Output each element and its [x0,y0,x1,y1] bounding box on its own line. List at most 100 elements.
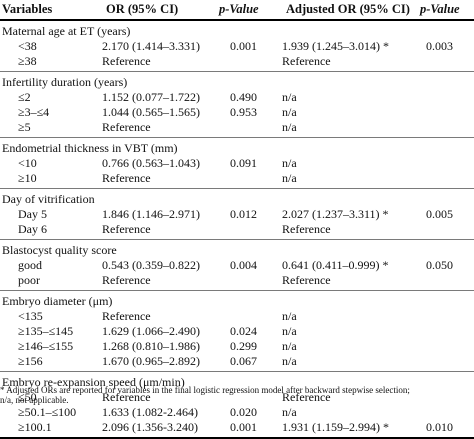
cell-variable: <10 [18,156,37,170]
group-title: Embryo re-expansion speed (μm/min) [0,375,474,390]
table-row: ≥156 1.670 (0.965–2.892) 0.067 n/a [0,354,474,369]
table-row: Day 6 Reference Reference [0,222,474,237]
table-row: Day 5 1.846 (1.146–2.971) 0.012 2.027 (1.23… [0,207,474,222]
cell-p-value: 0.067 [230,354,257,368]
cell-adjusted-or: 2.027 (1.237–3.311) * [282,207,389,221]
cell-or: 1.044 (0.565–1.565) [102,105,200,119]
footnote-line-2: n/a, not applicable. [0,395,69,405]
cell-adjusted-p-value: 0.003 [426,39,453,53]
cell-adjusted-or: Reference [282,273,331,287]
header-variables: Variables [2,2,53,16]
table-row: ≥146–≤155 1.268 (0.810–1.986) 0.299 n/a [0,339,474,354]
cell-adjusted-or: n/a [282,156,297,170]
cell-variable: Day 6 [18,222,47,236]
group-divider [0,188,474,189]
cell-adjusted-or: n/a [282,171,297,185]
table-row: ≥50.1–≤100 1.633 (1.082-2.464) 0.020 n/a [0,405,474,420]
table-row: <135 Reference n/a [0,309,474,324]
group-title: Blastocyst quality score [0,243,474,258]
cell-p-value: 0.020 [230,405,257,419]
cell-variable: ≥38 [18,54,37,68]
cell-or: 1.152 (0.077–1.722) [102,90,200,104]
cell-p-value: 0.001 [230,420,257,434]
cell-p-value: 0.299 [230,339,257,353]
cell-adjusted-p-value: 0.050 [426,258,453,272]
cell-or: 1.846 (1.146–2.971) [102,207,200,221]
cell-adjusted-or: n/a [282,120,297,134]
group-divider [0,137,474,138]
cell-or: 1.670 (0.965–2.892) [102,354,200,368]
cell-or: 2.170 (1.414–3.331) [102,39,200,53]
cell-adjusted-or: 0.641 (0.411–0.999) * [282,258,389,272]
footnote-line-1: * Adjusted ORs are reported for variable… [0,385,410,395]
cell-variable: good [18,258,42,272]
cell-p-value: 0.004 [230,258,257,272]
cell-variable: ≥5 [18,120,31,134]
cell-or: Reference [102,171,151,185]
cell-or: Reference [102,222,151,236]
cell-p-value: 0.091 [230,156,257,170]
cell-or: 1.629 (1.066–2.490) [102,324,200,338]
cell-adjusted-p-value: 0.010 [426,420,453,434]
cell-variable: <135 [18,309,43,323]
cell-or: Reference [102,309,151,323]
table-row: good 0.543 (0.359–0.822) 0.004 0.641 (0.411… [0,258,474,273]
header-adjusted-or: Adjusted OR (95% CI) [286,2,410,16]
cell-adjusted-or: n/a [282,324,297,338]
table-row: <38 2.170 (1.414–3.331) 0.001 1.939 (1.245–… [0,39,474,54]
group-title: Day of vitrification [0,192,474,207]
group-title-label: Embryo diameter (μm) [2,294,113,308]
cell-variable: ≥100.1 [18,420,52,434]
table-row: ≥3–≤4 1.044 (0.565–1.565) 0.953 n/a [0,105,474,120]
group-divider [0,239,474,240]
header-p-value: p-Value [219,2,259,16]
cell-or: Reference [102,273,151,287]
table-row: poor Reference Reference [0,273,474,288]
cell-adjusted-or: n/a [282,309,297,323]
cell-variable: ≤50 [18,390,37,404]
group-title-label: Endometrial thickness in VBT (mm) [2,141,178,155]
cell-p-value: 0.024 [230,324,257,338]
cell-p-value: 0.490 [230,90,257,104]
cell-variable: ≥146–≤155 [18,339,74,353]
header-rule [0,19,474,21]
table-row: ≥10 Reference n/a [0,171,474,186]
cell-adjusted-or: Reference [282,54,331,68]
table-row: <10 0.766 (0.563–1.043) 0.091 n/a [0,156,474,171]
cell-variable: <38 [18,39,37,53]
group-title: Infertility duration (years) [0,75,474,90]
cell-adjusted-or: Reference [282,222,331,236]
header-adjusted-p-value: p-Value [420,2,460,16]
cell-or: 1.268 (0.810–1.986) [102,339,200,353]
cell-or: Reference [102,54,151,68]
cell-variable: Day 5 [18,207,47,221]
cell-p-value: 0.012 [230,207,257,221]
cell-or: Reference [102,390,151,404]
cell-variable: ≥156 [18,354,43,368]
group-title-label: Embryo re-expansion speed (μm/min) [2,375,185,389]
cell-or: 0.766 (0.563–1.043) [102,156,200,170]
group-title: Maternal age at ET (years) [0,24,474,39]
cell-adjusted-or: n/a [282,405,297,419]
bottom-rule [0,437,474,439]
cell-variable: poor [18,273,40,287]
cell-adjusted-or: n/a [282,105,297,119]
cell-variable: ≥50.1–≤100 [18,405,77,419]
group-title-label: Infertility duration (years) [2,75,128,89]
group-title: Embryo diameter (μm) [0,294,474,309]
table-row: ≥5 Reference n/a [0,120,474,135]
group-title-label: Blastocyst quality score [2,243,117,257]
cell-variable: ≤2 [18,90,31,104]
group-title: Endometrial thickness in VBT (mm) [0,141,474,156]
table-row: ≤2 1.152 (0.077–1.722) 0.490 n/a [0,90,474,105]
cell-or: 0.543 (0.359–0.822) [102,258,200,272]
table-footnote: * Adjusted ORs are reported for variable… [0,385,474,405]
cell-adjusted-p-value: 0.005 [426,207,453,221]
cell-adjusted-or: n/a [282,90,297,104]
cell-or: Reference [102,120,151,134]
cell-or: 2.096 (1.356-3.240) [102,420,198,434]
cell-adjusted-or: n/a [282,354,297,368]
group-divider [0,290,474,291]
cell-adjusted-or: Reference [282,390,331,404]
